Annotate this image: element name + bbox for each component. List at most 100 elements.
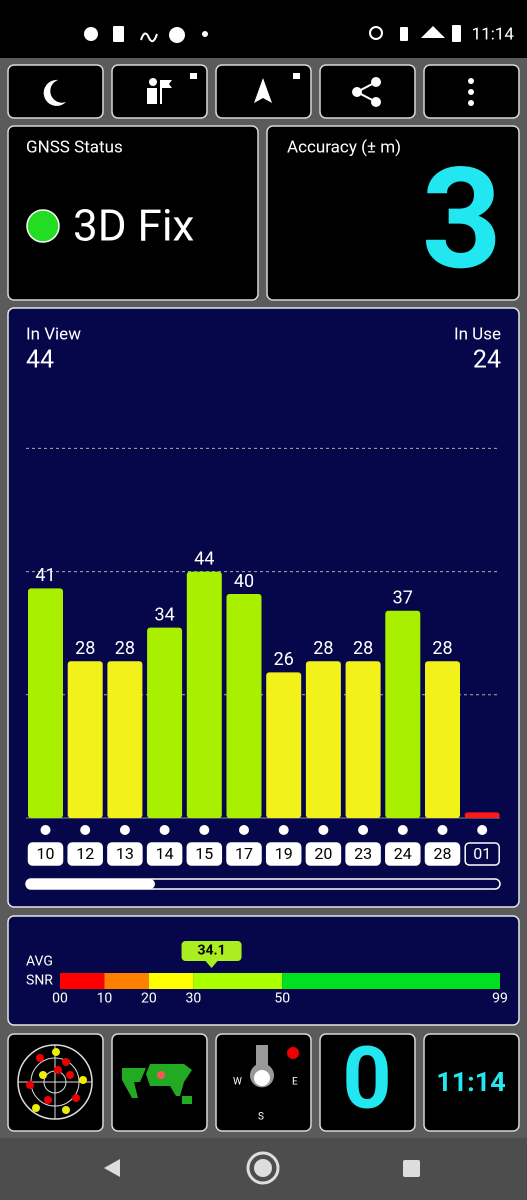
x-tick-label: 10 bbox=[37, 844, 55, 863]
x-tick-label: 20 bbox=[314, 844, 332, 863]
x-tick-label: 12 bbox=[76, 844, 94, 863]
snr-tick-label: 30 bbox=[185, 991, 201, 1007]
x-tick-label: 14 bbox=[156, 844, 174, 863]
snr-segment bbox=[60, 973, 105, 989]
prn-box bbox=[186, 842, 223, 866]
prn-box bbox=[345, 842, 381, 866]
value-label: 41 bbox=[35, 565, 55, 586]
snr-tick-label: 20 bbox=[141, 991, 157, 1007]
arrow-icon bbox=[254, 78, 272, 103]
home-button-dot bbox=[254, 1159, 272, 1177]
snr-scale: 00 10 20 30 50 99 34.1 bbox=[52, 941, 508, 1007]
bar bbox=[464, 812, 500, 818]
bar bbox=[67, 661, 103, 818]
use-dot bbox=[239, 825, 249, 835]
prn-box bbox=[107, 842, 143, 866]
value-label: 37 bbox=[393, 588, 413, 609]
use-dot bbox=[80, 825, 91, 835]
navigate-button[interactable] bbox=[111, 64, 208, 119]
toolbar bbox=[7, 64, 520, 119]
prn-box bbox=[226, 842, 262, 866]
share-button[interactable] bbox=[319, 64, 416, 119]
snr-tick-label: 00 bbox=[52, 991, 68, 1007]
svg-text:E: E bbox=[292, 1077, 298, 1088]
prn-box bbox=[385, 842, 421, 866]
snr-panel bbox=[7, 915, 520, 1026]
value-label: 28 bbox=[313, 638, 333, 659]
snr-chart: 41 10 28 12 28 13 34 14 44 15 40 17 26 19 28 20 28 23 37 24… bbox=[26, 447, 500, 866]
share-icon bbox=[352, 77, 381, 107]
night-mode-button[interactable] bbox=[7, 64, 104, 119]
value-label: 34 bbox=[154, 604, 174, 625]
map-icon bbox=[122, 1064, 192, 1104]
use-dot bbox=[159, 825, 170, 835]
value-label: 40 bbox=[234, 571, 254, 592]
status-bar bbox=[0, 0, 527, 58]
snr-tick-label: 50 bbox=[274, 991, 290, 1007]
prn-box bbox=[305, 842, 342, 866]
avg-value: 34.1 bbox=[197, 943, 225, 959]
compass-icon: W E S bbox=[233, 1045, 299, 1123]
clock-time: 11:14 bbox=[436, 1066, 506, 1098]
radar-icon bbox=[17, 1044, 93, 1120]
use-dot bbox=[278, 825, 289, 835]
svg-text:S: S bbox=[258, 1112, 264, 1123]
person-icon bbox=[147, 73, 197, 104]
in-view-value: 44 bbox=[26, 346, 54, 375]
accuracy-value: 3 bbox=[422, 138, 502, 302]
svg-text:W: W bbox=[233, 1077, 242, 1088]
in-use-label: In Use bbox=[454, 324, 501, 344]
x-tick-label: 17 bbox=[235, 844, 253, 863]
accuracy-label: Accuracy (± m) bbox=[287, 137, 401, 157]
value-label: 28 bbox=[75, 638, 95, 659]
in-view-label: In View bbox=[26, 324, 81, 344]
use-dot bbox=[318, 825, 329, 835]
use-dot bbox=[119, 825, 130, 835]
x-tick-label: 19 bbox=[275, 844, 293, 863]
home-button[interactable] bbox=[246, 1151, 280, 1185]
prn-box bbox=[146, 842, 183, 866]
bar bbox=[107, 661, 143, 818]
snr-segment bbox=[148, 973, 194, 989]
bar bbox=[28, 588, 63, 818]
status-icons bbox=[84, 25, 461, 43]
snr-tick-label: 10 bbox=[97, 991, 113, 1007]
use-dot bbox=[40, 825, 51, 835]
bar bbox=[385, 610, 421, 818]
fix-indicator bbox=[26, 209, 60, 243]
bar bbox=[425, 661, 460, 818]
prn-box bbox=[67, 842, 103, 866]
value-label: 44 bbox=[194, 548, 214, 569]
x-tick-label: 24 bbox=[394, 844, 412, 863]
value-label: 28 bbox=[432, 638, 452, 659]
avg-marker bbox=[181, 941, 242, 968]
x-tick-label: 15 bbox=[195, 844, 213, 863]
x-tick-label: 23 bbox=[354, 844, 372, 863]
in-use-value: 24 bbox=[473, 346, 501, 375]
bar bbox=[147, 627, 183, 818]
snr-segment bbox=[193, 973, 283, 989]
gnss-status-value: 3D Fix bbox=[73, 200, 194, 252]
status-time: 11:14 bbox=[472, 24, 515, 44]
bar bbox=[226, 594, 262, 818]
recents-button[interactable] bbox=[403, 1160, 420, 1177]
snr-tick-label: 99 bbox=[492, 991, 508, 1007]
avg-label: AVG bbox=[26, 954, 53, 970]
used-count-tile bbox=[319, 1033, 416, 1132]
snr-label: SNR bbox=[26, 973, 53, 989]
value-label: 28 bbox=[353, 638, 373, 659]
prn-box bbox=[265, 842, 302, 866]
prn-box bbox=[27, 842, 64, 866]
back-button[interactable] bbox=[104, 1159, 120, 1177]
bar bbox=[345, 661, 381, 818]
use-dot bbox=[199, 825, 210, 835]
use-dot bbox=[437, 825, 448, 835]
use-dot bbox=[397, 825, 408, 835]
use-dot bbox=[358, 825, 369, 835]
snr-segment bbox=[104, 973, 149, 989]
menu-icon bbox=[468, 78, 474, 106]
bar bbox=[266, 672, 302, 818]
used-count: 0 bbox=[342, 1028, 391, 1129]
lock-icon bbox=[293, 73, 300, 79]
scrollbar-thumb[interactable] bbox=[26, 879, 155, 889]
